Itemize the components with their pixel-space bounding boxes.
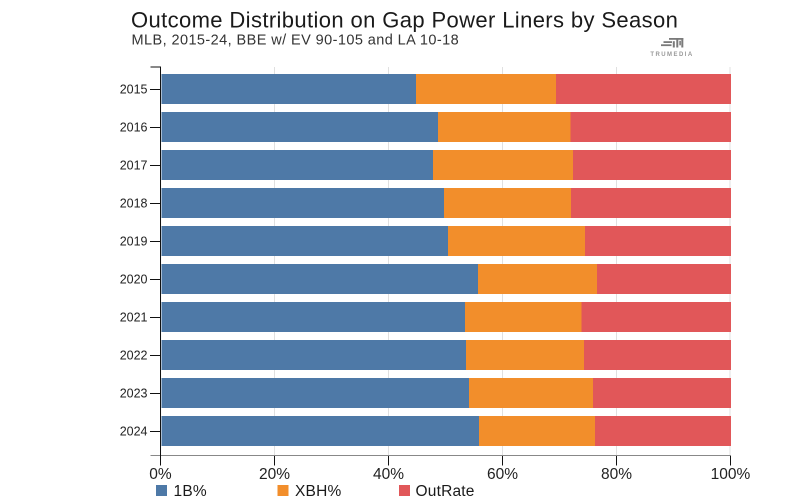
svg-text:2016: 2016	[120, 121, 148, 135]
svg-text:2022: 2022	[120, 349, 148, 363]
svg-text:2023: 2023	[120, 387, 148, 401]
svg-text:Outcome Distribution on Gap Po: Outcome Distribution on Gap Power Liners…	[131, 8, 678, 33]
svg-text:2024: 2024	[120, 425, 148, 439]
svg-text:2017: 2017	[120, 159, 148, 173]
svg-text:1B%: 1B%	[174, 483, 207, 500]
svg-text:0%: 0%	[149, 466, 172, 483]
svg-text:2020: 2020	[120, 273, 148, 287]
svg-text:20%: 20%	[259, 466, 290, 483]
svg-text:2015: 2015	[120, 83, 148, 97]
svg-text:2021: 2021	[120, 311, 148, 325]
svg-text:TRUMEDIA: TRUMEDIA	[650, 52, 693, 58]
svg-text:XBH%: XBH%	[295, 483, 341, 500]
svg-text:40%: 40%	[373, 466, 404, 483]
svg-text:MLB, 2015-24, BBE w/ EV 90-105: MLB, 2015-24, BBE w/ EV 90-105 and LA 10…	[132, 33, 460, 49]
svg-text:60%: 60%	[487, 466, 518, 483]
svg-text:2018: 2018	[120, 197, 148, 211]
svg-text:OutRate: OutRate	[416, 483, 475, 500]
svg-text:100%: 100%	[711, 466, 751, 483]
svg-text:2019: 2019	[120, 235, 148, 249]
svg-text:80%: 80%	[601, 466, 632, 483]
